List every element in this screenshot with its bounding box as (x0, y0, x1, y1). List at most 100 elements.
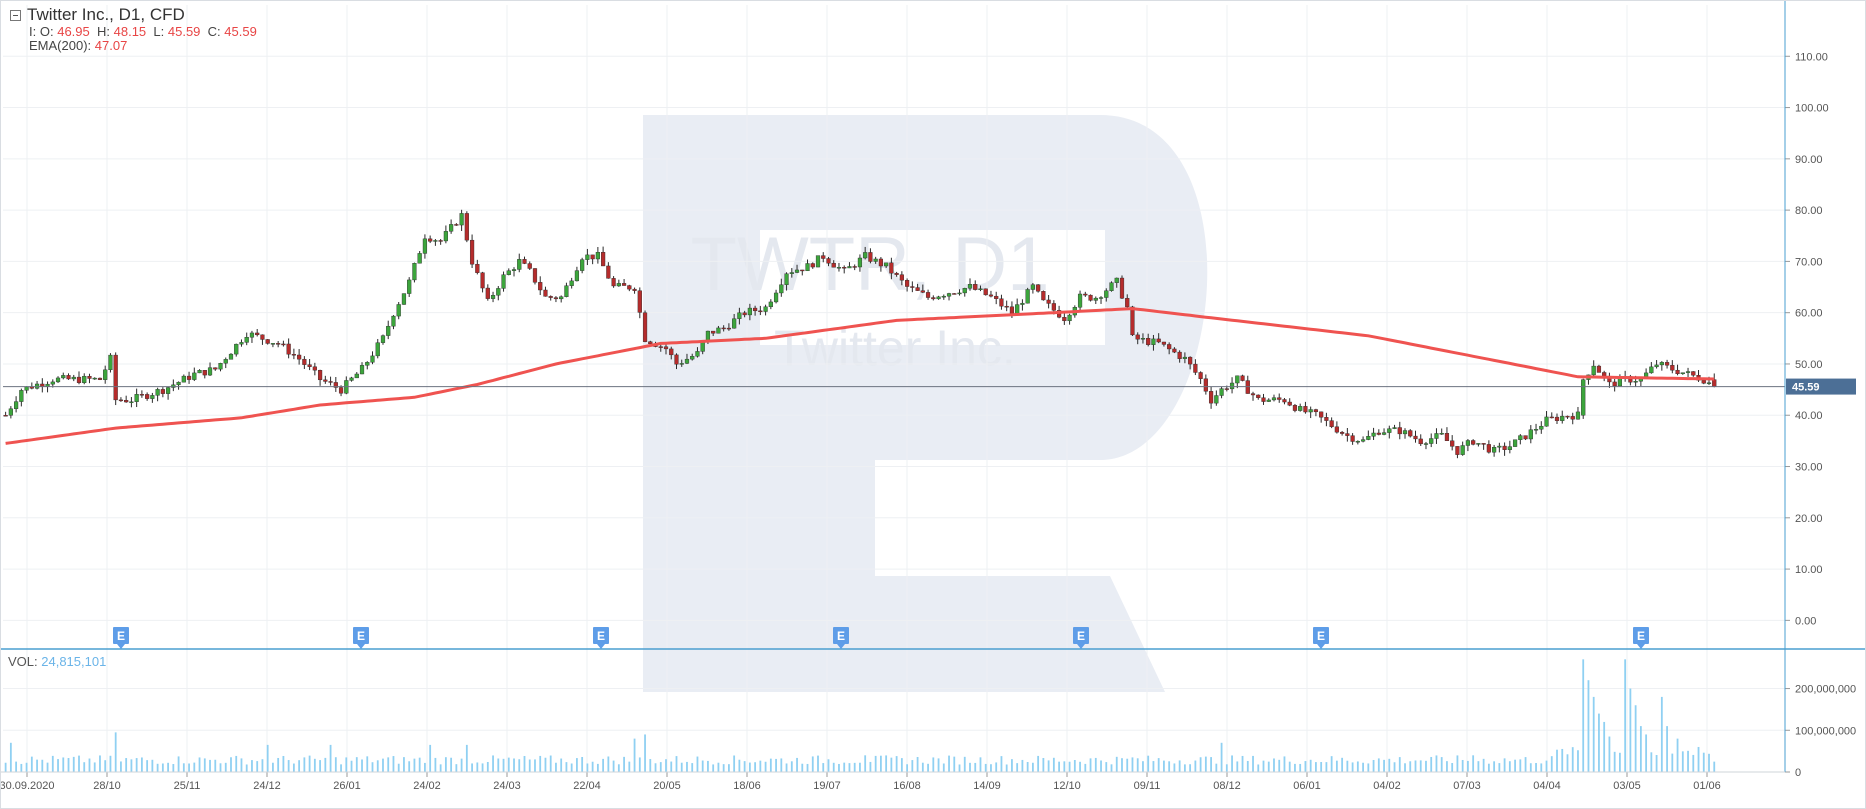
candle (1570, 412, 1575, 425)
candle (857, 254, 863, 272)
earnings-marker[interactable]: E (353, 627, 369, 649)
candle (281, 340, 286, 347)
volume-bar (1189, 764, 1192, 772)
candle (1685, 367, 1691, 378)
volume-bar (1231, 755, 1233, 772)
candle (438, 239, 443, 245)
volume-bar (1477, 761, 1480, 772)
earnings-marker[interactable]: E (113, 627, 129, 649)
candle (994, 291, 999, 305)
volume-bar (534, 759, 536, 772)
candle (1098, 296, 1104, 304)
candle (1167, 342, 1172, 355)
candle (312, 362, 317, 376)
candle (124, 395, 129, 403)
volume-bar (1073, 760, 1076, 772)
candle (1282, 397, 1287, 405)
volume-bar (1702, 752, 1705, 772)
earnings-marker[interactable]: E (1633, 627, 1649, 649)
candle (1392, 424, 1397, 430)
candle (186, 371, 192, 384)
candle (218, 362, 223, 372)
earnings-marker[interactable]: E (833, 627, 849, 649)
candle (202, 370, 207, 379)
ema-200-series (5, 307, 1715, 445)
candle (522, 256, 527, 265)
broker-logo-watermark: TWTR, D1 Twitter Inc. (643, 115, 1208, 692)
candle (1329, 417, 1334, 429)
candle (753, 305, 758, 316)
volume-bar (1561, 748, 1564, 772)
candle (8, 406, 13, 419)
ema-200-line (5, 307, 1715, 445)
candle (711, 330, 716, 337)
collapse-legend-icon[interactable] (10, 9, 21, 21)
volume-bar (969, 762, 971, 772)
volume-bar (130, 759, 133, 772)
candle (1533, 423, 1539, 435)
candle (842, 265, 847, 274)
candle (1093, 296, 1098, 305)
volume-bar (167, 762, 169, 772)
volume-bar (355, 757, 358, 772)
candle (606, 262, 611, 279)
time-tick-label: 07/03 (1453, 780, 1481, 792)
candle (1250, 391, 1256, 401)
candle (61, 372, 66, 380)
candle (1565, 415, 1570, 419)
volume-bar (895, 756, 898, 772)
volume-bar (99, 755, 101, 772)
candle (1423, 441, 1429, 450)
volume-bar (1487, 763, 1490, 772)
volume-bar (890, 757, 893, 772)
volume-bar (675, 756, 678, 772)
volume-bar (1241, 755, 1244, 772)
candle (97, 377, 103, 381)
candle (1041, 290, 1046, 301)
candle (815, 255, 821, 268)
volume-bar (1304, 761, 1307, 772)
price-tick-label: 90.00 (1795, 154, 1823, 166)
candle (55, 376, 61, 383)
volume-bar (272, 762, 274, 772)
candle (1088, 294, 1093, 302)
candle (695, 347, 700, 358)
candle (1198, 371, 1203, 384)
volume-bar (15, 761, 18, 772)
volume-bar (46, 762, 49, 772)
candle (449, 219, 454, 234)
volume-bar (376, 760, 379, 772)
volume-bar (1173, 763, 1176, 772)
volume-bar (93, 762, 96, 772)
earnings-marker[interactable]: E (1073, 627, 1089, 649)
candle (1261, 393, 1266, 405)
candle (82, 373, 87, 385)
volume-bar (1252, 755, 1254, 772)
volume-bar (628, 761, 631, 772)
candle (1172, 347, 1177, 354)
candle (1156, 333, 1161, 344)
candle (1465, 439, 1471, 452)
candle (1402, 428, 1408, 439)
volume-bar (644, 734, 646, 772)
volume-bar (1619, 752, 1621, 772)
volume-bar (607, 756, 610, 772)
candle (1219, 387, 1224, 399)
volume-bar (722, 764, 725, 772)
volume-bar (775, 758, 777, 772)
candle (354, 372, 359, 379)
candle (118, 397, 124, 402)
earnings-marker[interactable]: E (593, 627, 609, 649)
candle (291, 348, 296, 360)
volume-bar (1639, 726, 1642, 772)
volume-bar (1676, 738, 1679, 772)
earnings-marker[interactable]: E (1313, 627, 1329, 649)
candle (637, 287, 642, 319)
volume-bar (906, 764, 909, 772)
candle (1497, 442, 1502, 453)
time-tick-label: 19/07 (813, 780, 841, 792)
volume-bar (177, 756, 180, 772)
earnings-marker-label: E (357, 629, 365, 643)
volume-bar (1236, 761, 1239, 772)
